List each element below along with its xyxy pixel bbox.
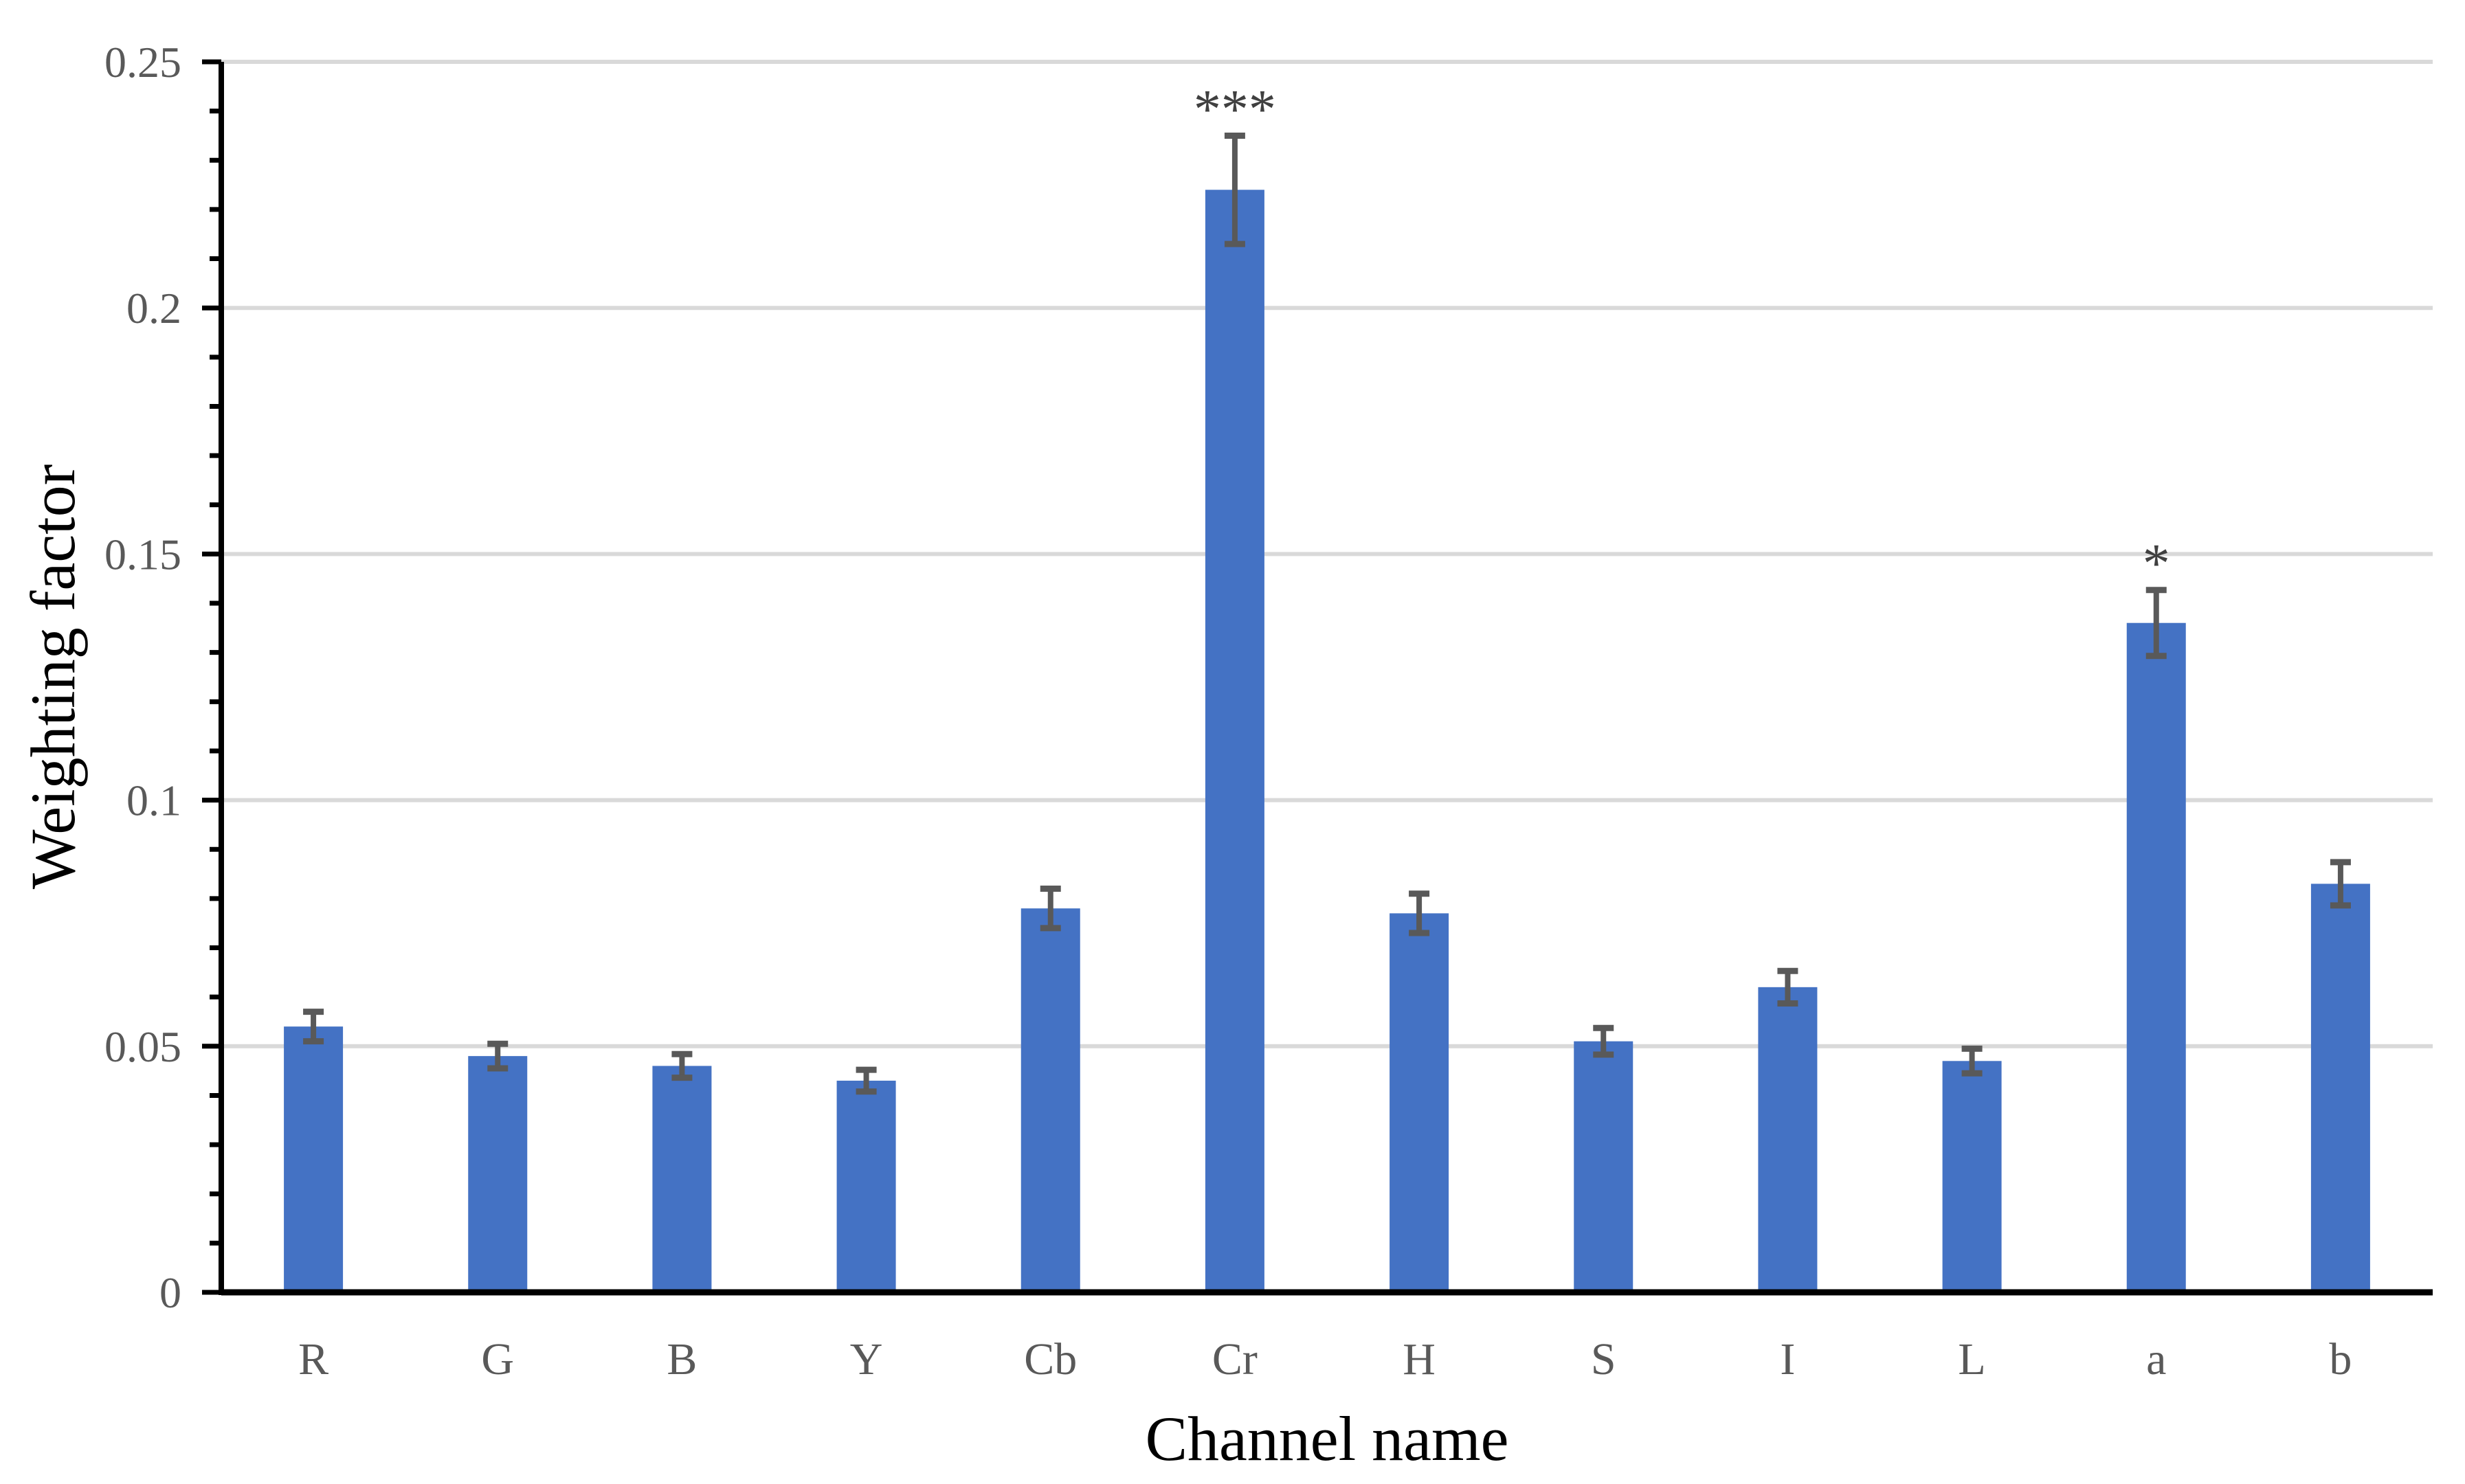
bar-I (1758, 987, 1818, 1292)
x-label-H: H (1403, 1334, 1436, 1384)
bar-Cr (1205, 190, 1264, 1292)
bar-B (652, 1066, 712, 1292)
y-axis-title: Weighting factor (18, 464, 88, 889)
bar-a (2126, 622, 2186, 1292)
bar-Cb (1020, 908, 1080, 1292)
y-tick-label: 0.1 (126, 776, 181, 825)
bar-b (2310, 884, 2370, 1292)
bar-G (468, 1056, 528, 1292)
x-label-S: S (1591, 1334, 1616, 1384)
x-label-b: b (2329, 1334, 2352, 1384)
bar-Y (836, 1080, 896, 1292)
error-bars (303, 132, 2351, 1095)
bar-L (1942, 1061, 2002, 1292)
axis-ticks (202, 59, 221, 1295)
x-label-Cr: Cr (1212, 1334, 1258, 1384)
bars (284, 190, 2370, 1292)
y-tick-labels: 0 0.05 0.1 0.15 0.2 0.25 (104, 38, 181, 1317)
x-label-Cb: Cb (1024, 1334, 1077, 1384)
annotation-Cr: *** (1194, 79, 1276, 139)
x-label-Y: Y (850, 1334, 883, 1384)
gridlines (221, 60, 2433, 1048)
y-tick-label: 0.25 (104, 38, 181, 87)
x-label-R: R (298, 1334, 328, 1384)
y-tick-label: 0 (159, 1268, 181, 1317)
x-label-L: L (1958, 1334, 1985, 1384)
significance-annotations: **** (1194, 79, 2170, 594)
axes (219, 62, 2433, 1296)
y-tick-label: 0.2 (126, 284, 181, 333)
annotation-a: * (2143, 534, 2170, 594)
bar-S (1574, 1041, 1633, 1292)
y-tick-label: 0.15 (104, 530, 181, 578)
bar-H (1390, 913, 1449, 1292)
x-label-a: a (2146, 1334, 2166, 1384)
x-label-G: G (481, 1334, 514, 1384)
bar-R (284, 1026, 344, 1292)
x-label-B: B (667, 1334, 697, 1384)
y-tick-label: 0.05 (104, 1022, 181, 1071)
x-label-I: I (1780, 1334, 1795, 1384)
x-axis-title: Channel name (1146, 1404, 1509, 1474)
